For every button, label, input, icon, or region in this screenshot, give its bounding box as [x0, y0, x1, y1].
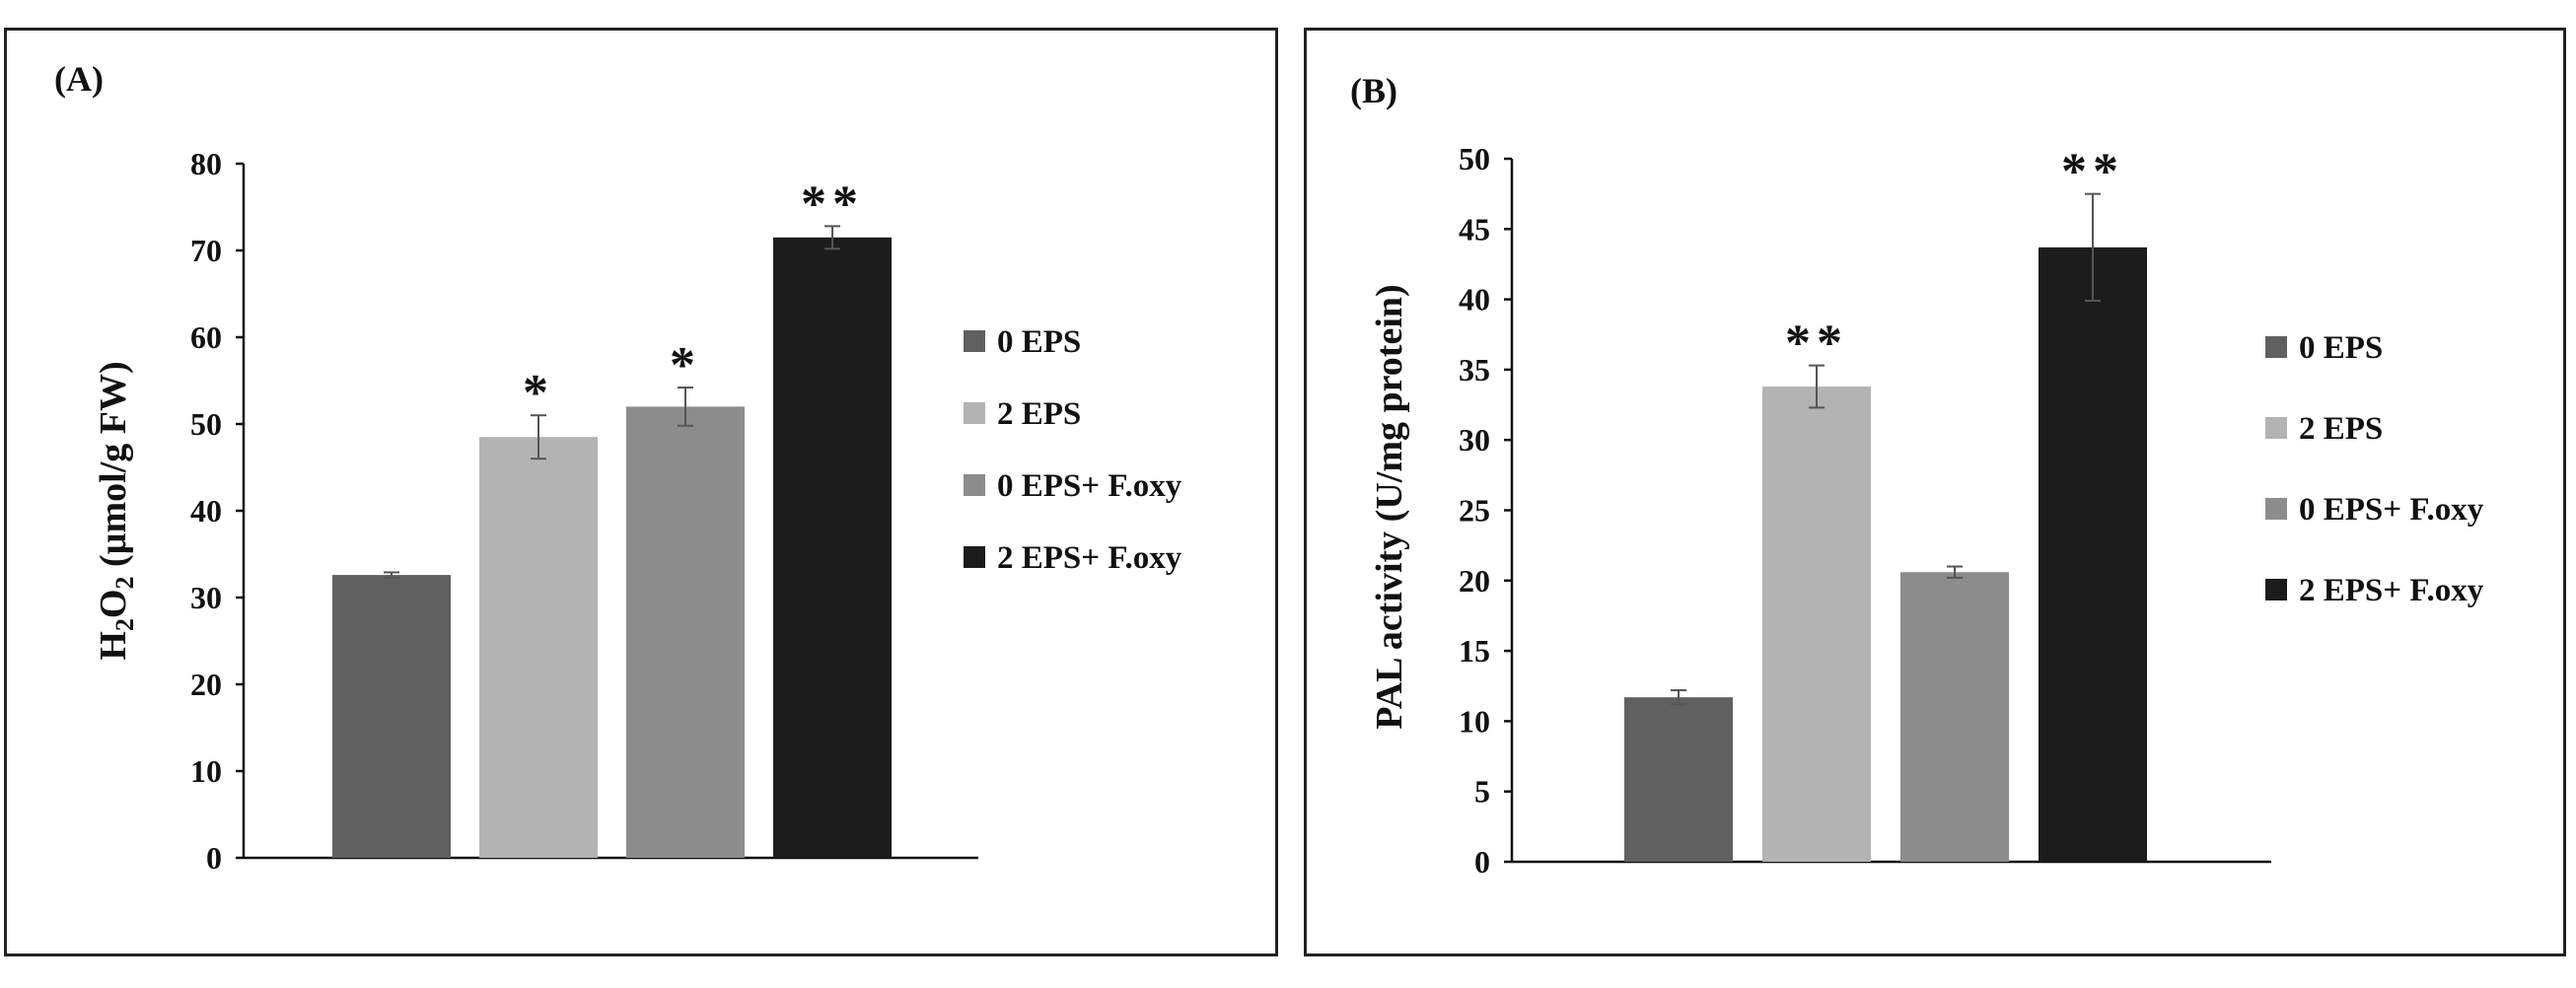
- chart-panel-b: (B) 0 5 10 15 20 25 30 35 40 45 50 ** ** PAL activity…: [1304, 28, 2566, 956]
- chart-0-y-tick-label: 80: [190, 146, 222, 181]
- chart-0-significance-marker-2: *: [670, 337, 701, 393]
- chart-0-y-axis-title-part: 2: [110, 618, 139, 631]
- chart-1-y-tick-label: 35: [1459, 352, 1490, 388]
- chart-0-bar-3: [773, 237, 892, 859]
- chart-panel-a: (A) 0 10 20 30 40 50 60 70 80 * * ** H2O2 (µmol/g FW…: [4, 28, 1278, 956]
- chart-0-legend-swatch-3: [964, 546, 985, 568]
- chart-0-bar-0: [332, 575, 451, 858]
- chart-1-bar-0: [1624, 697, 1733, 862]
- panel-label-b: (B): [1350, 71, 1397, 110]
- chart-0-significance-marker-3: **: [801, 176, 864, 232]
- chart-0-legend-label-3: 2 EPS+ F.oxy: [997, 540, 1182, 576]
- chart-0-legend-label-0: 0 EPS: [997, 324, 1081, 360]
- chart-1-legend-swatch-1: [2265, 417, 2287, 439]
- chart-1-significance-marker-1: **: [1785, 316, 1848, 372]
- chart-1-y-tick-label: 10: [1459, 703, 1490, 739]
- chart-1-y-tick-label: 45: [1459, 211, 1490, 247]
- chart-0-legend-label-2: 0 EPS+ F.oxy: [997, 468, 1182, 504]
- chart-0-y-tick-label: 70: [190, 233, 222, 268]
- chart-1-significance-marker-3: **: [2061, 144, 2124, 200]
- chart-0-significance-marker-1: *: [523, 365, 554, 421]
- chart-1-legend-swatch-2: [2265, 498, 2287, 520]
- chart-0-legend-swatch-1: [964, 402, 985, 424]
- chart-1-legend-label-2: 0 EPS+ F.oxy: [2299, 492, 2484, 528]
- chart-1-legend-swatch-3: [2265, 579, 2287, 600]
- chart-0-y-axis-title-part: (µmol/g FW): [93, 361, 134, 576]
- panel-label-a: (A): [54, 59, 104, 99]
- chart-1-y-tick-label: 40: [1459, 282, 1490, 318]
- chart-0-y-tick-label: 0: [206, 840, 222, 876]
- chart-1-y-axis-title: PAL activity (U/mg protein): [1369, 284, 1410, 729]
- chart-0-y-axis-title-part: 2: [110, 577, 139, 590]
- chart-0-bar-2: [626, 406, 745, 858]
- chart-1-bar-2: [1900, 572, 2009, 862]
- chart-1-y-tick-label: 15: [1459, 633, 1490, 669]
- chart-0-y-tick-label: 60: [190, 319, 222, 355]
- chart-1-legend-label-1: 2 EPS: [2299, 411, 2383, 447]
- chart-0-y-tick-label: 20: [190, 667, 222, 702]
- chart-0-y-axis-title-part: O: [93, 590, 134, 619]
- chart-0-legend-swatch-0: [964, 330, 985, 352]
- chart-0-legend-label-1: 2 EPS: [997, 396, 1081, 432]
- chart-0-y-tick-label: 50: [190, 406, 222, 442]
- chart-1-y-tick-label: 5: [1474, 774, 1490, 810]
- chart-0-y-axis-title: H2O2 (µmol/g FW): [93, 361, 139, 660]
- chart-1-legend-label-0: 0 EPS: [2299, 330, 2383, 366]
- chart-1-y-tick-label: 0: [1474, 844, 1490, 880]
- chart-b-svg: 0 5 10 15 20 25 30 35 40 45 50 ** ** PAL activity (U/…: [1369, 141, 2484, 880]
- chart-0-y-axis-title-part: H: [93, 631, 134, 661]
- chart-0-bar-1: [479, 437, 598, 858]
- chart-1-legend-swatch-0: [2265, 336, 2287, 358]
- chart-1-y-tick-label: 50: [1459, 141, 1490, 176]
- chart-1-legend-label-3: 2 EPS+ F.oxy: [2299, 573, 2484, 608]
- chart-1-bar-1: [1762, 387, 1871, 862]
- chart-0-legend-swatch-2: [964, 474, 985, 496]
- chart-1-y-tick-label: 30: [1459, 422, 1490, 458]
- chart-0-y-tick-label: 40: [190, 493, 222, 529]
- chart-0-y-tick-label: 30: [190, 580, 222, 615]
- chart-1-y-tick-label: 25: [1459, 493, 1490, 529]
- chart-1-bar-3: [2039, 247, 2147, 862]
- chart-1-y-tick-label: 20: [1459, 563, 1490, 599]
- chart-0-y-tick-label: 10: [190, 753, 222, 789]
